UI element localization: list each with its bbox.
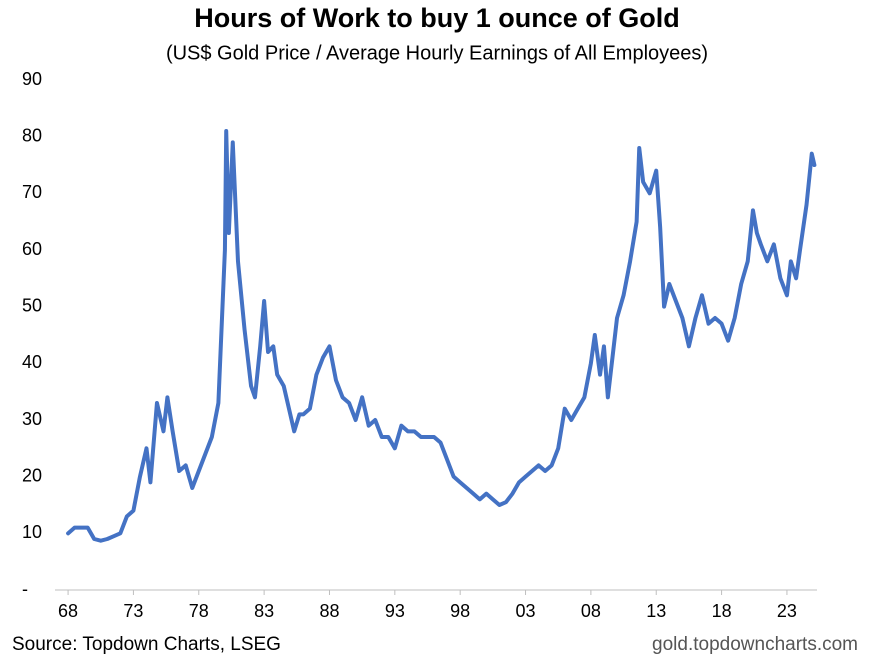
source: Source: Topdown Charts, LSEG bbox=[12, 634, 281, 655]
chart-title: Hours of Work to buy 1 ounce of Gold bbox=[194, 3, 680, 33]
x-tick-label: 93 bbox=[385, 601, 405, 621]
y-tick-label: 40 bbox=[22, 352, 42, 372]
x-tick-label: 13 bbox=[646, 601, 666, 621]
watermark: gold.topdowncharts.com bbox=[652, 634, 858, 655]
x-tick-label: 73 bbox=[123, 601, 143, 621]
y-tick-label: 10 bbox=[22, 522, 42, 542]
y-tick-label: 70 bbox=[22, 182, 42, 202]
chart-subtitle: (US$ Gold Price / Average Hourly Earning… bbox=[166, 42, 708, 64]
y-tick-label: 60 bbox=[22, 239, 42, 259]
y-tick-label: 20 bbox=[22, 465, 42, 485]
x-tick-label: 03 bbox=[516, 601, 536, 621]
x-tick-label: 78 bbox=[189, 601, 209, 621]
y-tick-label: 80 bbox=[22, 125, 42, 145]
x-tick-label: 83 bbox=[254, 601, 274, 621]
x-tick-label: 18 bbox=[712, 601, 732, 621]
y-tick-label: 50 bbox=[22, 295, 42, 315]
x-tick-label: 23 bbox=[777, 601, 797, 621]
x-tick-label: 68 bbox=[58, 601, 78, 621]
x-tick-label: 98 bbox=[450, 601, 470, 621]
y-tick-label: 30 bbox=[22, 409, 42, 429]
y-tick-label: 90 bbox=[22, 69, 42, 89]
y-tick-label: - bbox=[22, 579, 28, 599]
data-line bbox=[66, 129, 817, 543]
x-tick-label: 88 bbox=[319, 601, 339, 621]
x-tick-label: 08 bbox=[581, 601, 601, 621]
